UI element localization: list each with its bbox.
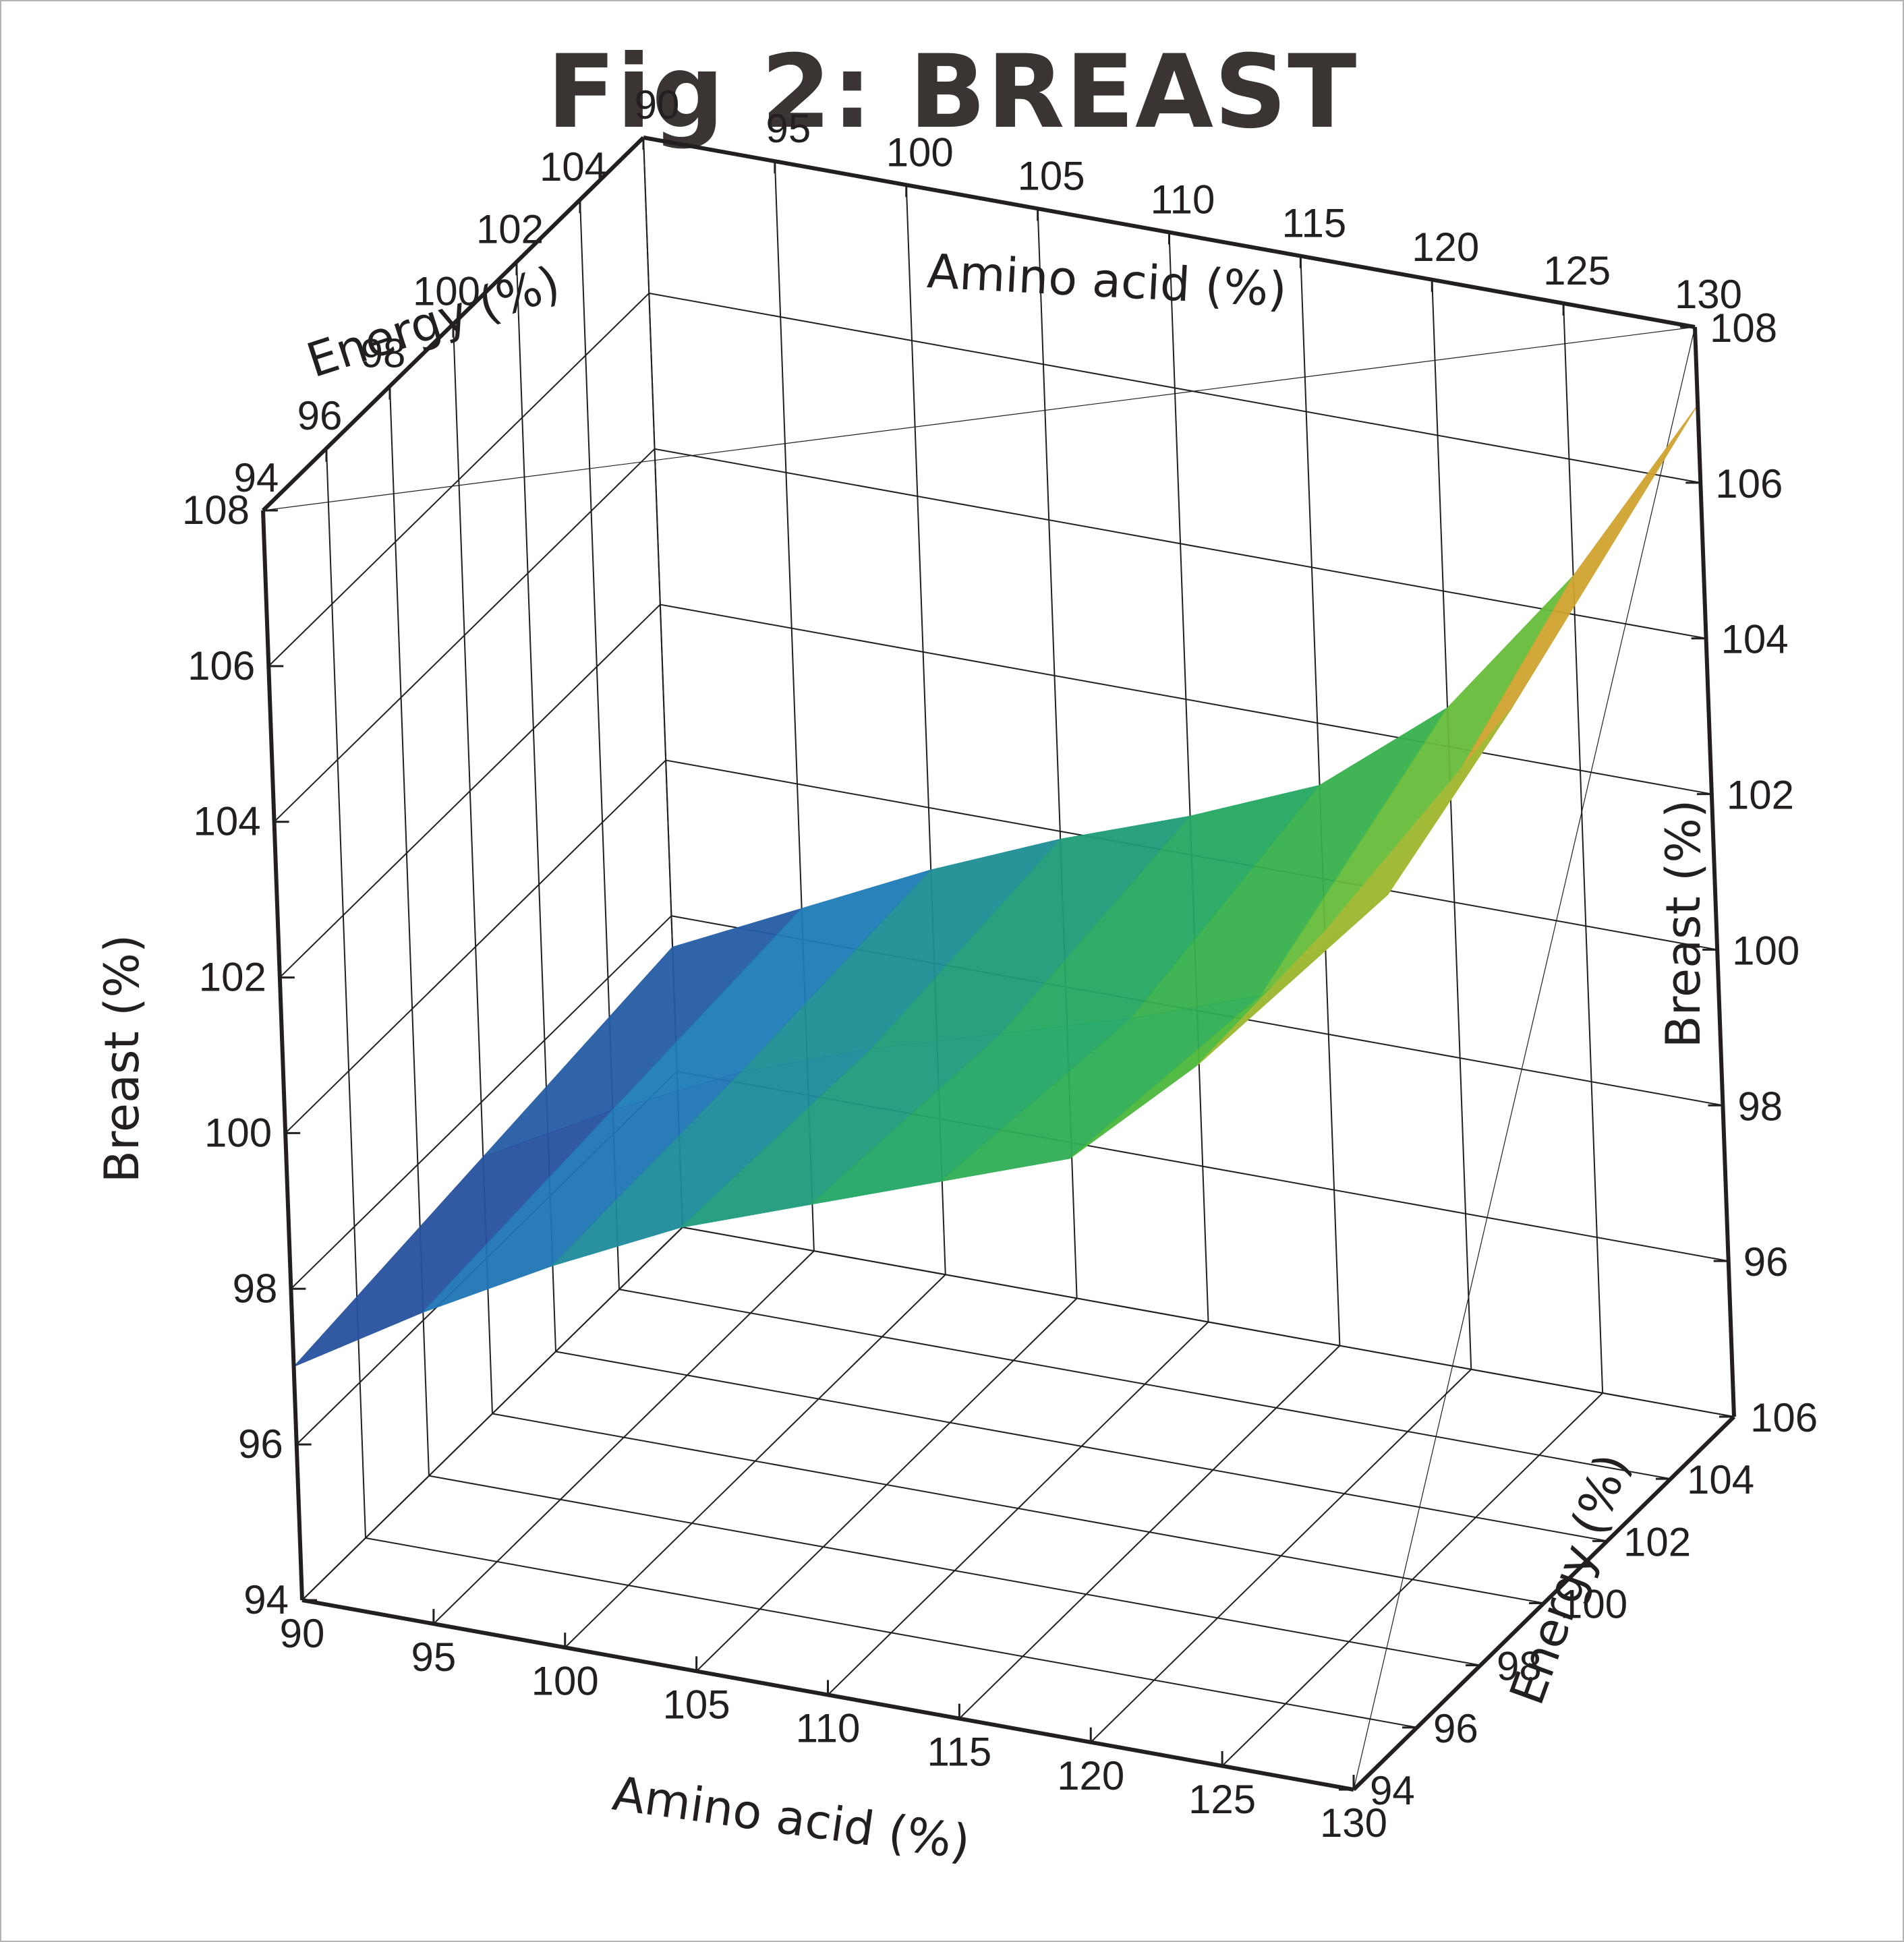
energy-right-tick-label: 102	[1623, 1519, 1691, 1564]
left-wall-grid-line	[268, 293, 650, 667]
back-wall-grid-line	[1563, 303, 1604, 1393]
amino-acid-tick-label: 130	[1320, 1800, 1387, 1846]
box-edge-line	[1353, 326, 1696, 1790]
energy-back-tick-label: 94	[234, 455, 279, 500]
amino-acid-tick-label: 95	[411, 1635, 457, 1680]
breast-left-axis-label: Breast (%)	[94, 935, 150, 1183]
amino-acid-back-tick-label: 125	[1543, 248, 1611, 293]
breast-right-tick-label: 96	[1743, 1239, 1789, 1285]
amino-acid-back-tick-label: 100	[886, 129, 954, 175]
amino-acid-tick-label: 100	[531, 1658, 599, 1703]
breast-right-tick-label: 100	[1732, 928, 1799, 973]
amino-acid-back-axis-label: Amino acid (%)	[926, 243, 1288, 318]
amino-acid-tick-label: 105	[663, 1682, 730, 1727]
amino-acid-back-tick-label: 130	[1675, 272, 1742, 317]
breast-left-tick-label: 96	[238, 1421, 283, 1467]
breast-right-tick-label: 104	[1721, 617, 1789, 662]
energy-back-tick-label: 104	[540, 144, 607, 189]
floor-grid-line	[618, 1289, 1671, 1480]
back-wall-grid-line	[1431, 279, 1472, 1370]
breast-right-axis	[1693, 326, 1736, 1417]
breast-left-tick-label: 106	[187, 643, 255, 688]
breast-left-tick-label: 104	[193, 799, 260, 844]
left-wall-grid-line	[290, 915, 672, 1289]
energy-right-axis-label: Energy (%)	[1499, 1446, 1640, 1711]
floor-grid-line	[492, 1413, 1545, 1604]
floor-grid-line	[428, 1475, 1481, 1666]
energy-right-tick-label: 104	[1687, 1457, 1754, 1502]
energy-right-tick-label: 100	[1560, 1582, 1627, 1627]
energy-back-tick-label: 100	[413, 269, 480, 314]
back-wall-grid-line	[682, 1227, 1735, 1417]
floor-grid-line	[555, 1351, 1608, 1542]
energy-back-tick-label: 96	[297, 393, 343, 438]
amino-acid-front-axis-label: Amino acid (%)	[609, 1765, 973, 1870]
amino-acid-tick-label: 110	[796, 1706, 861, 1751]
amino-acid-back-tick-label: 120	[1412, 225, 1479, 270]
energy-back-tick-label: 98	[361, 331, 406, 376]
left-wall-grid-line	[285, 759, 666, 1134]
floor-grid-line	[365, 1537, 1418, 1728]
back-wall-grid-line	[1168, 232, 1209, 1322]
breast-right-axis-label: Breast (%)	[1656, 800, 1711, 1049]
amino-acid-back-tick-label: 90	[635, 82, 680, 127]
box-edge-line	[262, 326, 1696, 511]
amino-acid-back-tick-label: 110	[1151, 177, 1215, 223]
breast-left-tick-label: 108	[182, 488, 250, 533]
amino-acid-back-tick-label: 105	[1018, 153, 1085, 198]
amino-acid-back-tick-label: 95	[766, 106, 811, 151]
breast-right-tick-label: 108	[1710, 305, 1777, 351]
amino-acid-tick-label: 115	[927, 1730, 992, 1775]
energy-right-tick-label: 106	[1750, 1395, 1818, 1440]
energy-right-tick-label: 98	[1497, 1644, 1542, 1689]
back-wall-grid-line	[660, 604, 1712, 795]
surface-patch	[1196, 707, 1512, 1066]
breast-right-tick-label: 106	[1715, 461, 1783, 506]
breast-left-tick-label: 98	[233, 1266, 278, 1311]
back-wall-grid-line	[654, 448, 1706, 639]
left-wall-grid-line	[301, 1227, 683, 1601]
breast-left-tick-label: 94	[243, 1577, 289, 1622]
amino-acid-tick-label: 90	[280, 1611, 325, 1656]
breast-left-axis	[261, 510, 304, 1601]
left-wall-grid-line	[326, 448, 366, 1538]
left-wall-grid-line	[279, 604, 661, 978]
breast-left-tick-label: 102	[199, 955, 266, 1000]
energy-back-tick-label: 102	[476, 206, 544, 252]
energy-right-tick-label: 96	[1433, 1706, 1478, 1751]
amino-acid-tick-label: 125	[1188, 1777, 1256, 1822]
amino-acid-tick-label: 120	[1057, 1753, 1124, 1798]
breast-left-tick-label: 100	[204, 1110, 272, 1155]
chart-title: Fig 2: BREAST	[546, 34, 1358, 151]
left-wall-grid-line	[273, 448, 656, 823]
surface-patch	[1261, 575, 1574, 996]
breast-right-tick-label: 98	[1737, 1084, 1783, 1129]
breast-right-tick-label: 102	[1727, 773, 1794, 818]
amino-acid-back-tick-label: 115	[1282, 201, 1347, 246]
energy-right-tick-label: 94	[1370, 1768, 1415, 1813]
back-wall-grid-line	[649, 292, 1701, 483]
